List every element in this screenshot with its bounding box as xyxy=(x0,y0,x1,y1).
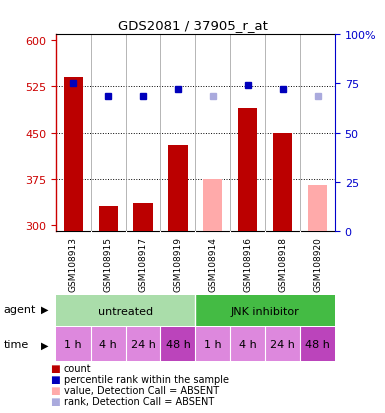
Text: GSM108918: GSM108918 xyxy=(278,236,287,291)
Text: ■: ■ xyxy=(50,385,60,395)
Text: 48 h: 48 h xyxy=(305,339,330,349)
Text: rank, Detection Call = ABSENT: rank, Detection Call = ABSENT xyxy=(64,396,214,406)
Bar xyxy=(134,204,152,231)
Text: agent: agent xyxy=(4,304,36,314)
Text: 48 h: 48 h xyxy=(166,339,190,349)
Text: GSM108920: GSM108920 xyxy=(313,236,322,291)
Text: ■: ■ xyxy=(50,396,60,406)
Text: JNK inhibitor: JNK inhibitor xyxy=(231,306,300,316)
Bar xyxy=(308,185,327,231)
Bar xyxy=(161,328,195,361)
Text: ▶: ▶ xyxy=(40,339,48,349)
Text: 24 h: 24 h xyxy=(131,339,156,349)
Text: untreated: untreated xyxy=(98,306,153,316)
Bar xyxy=(265,328,300,361)
Bar xyxy=(195,295,335,326)
Text: ■: ■ xyxy=(50,363,60,373)
Text: 4 h: 4 h xyxy=(99,339,117,349)
Text: GDS2081 / 37905_r_at: GDS2081 / 37905_r_at xyxy=(117,19,268,31)
Text: GSM108919: GSM108919 xyxy=(173,236,182,291)
Bar xyxy=(195,328,230,361)
Bar xyxy=(203,179,223,231)
Bar xyxy=(56,295,195,326)
Text: 1 h: 1 h xyxy=(64,339,82,349)
Bar xyxy=(238,109,257,231)
Bar xyxy=(126,328,161,361)
Text: percentile rank within the sample: percentile rank within the sample xyxy=(64,374,229,384)
Text: 24 h: 24 h xyxy=(270,339,295,349)
Text: time: time xyxy=(4,339,29,349)
Bar xyxy=(168,145,187,231)
Bar xyxy=(300,328,335,361)
Text: 1 h: 1 h xyxy=(204,339,222,349)
Text: ■: ■ xyxy=(50,374,60,384)
Bar xyxy=(230,328,265,361)
Text: GSM108916: GSM108916 xyxy=(243,236,252,291)
Text: GSM108915: GSM108915 xyxy=(104,236,113,291)
Text: count: count xyxy=(64,363,91,373)
Text: ▶: ▶ xyxy=(40,304,48,314)
Bar xyxy=(64,78,83,231)
Bar xyxy=(99,207,118,231)
Text: GSM108914: GSM108914 xyxy=(208,236,218,291)
Bar xyxy=(273,133,292,231)
Bar xyxy=(91,328,126,361)
Text: 4 h: 4 h xyxy=(239,339,256,349)
Text: GSM108917: GSM108917 xyxy=(139,236,147,291)
Text: value, Detection Call = ABSENT: value, Detection Call = ABSENT xyxy=(64,385,219,395)
Text: GSM108913: GSM108913 xyxy=(69,236,78,291)
Bar xyxy=(56,328,91,361)
